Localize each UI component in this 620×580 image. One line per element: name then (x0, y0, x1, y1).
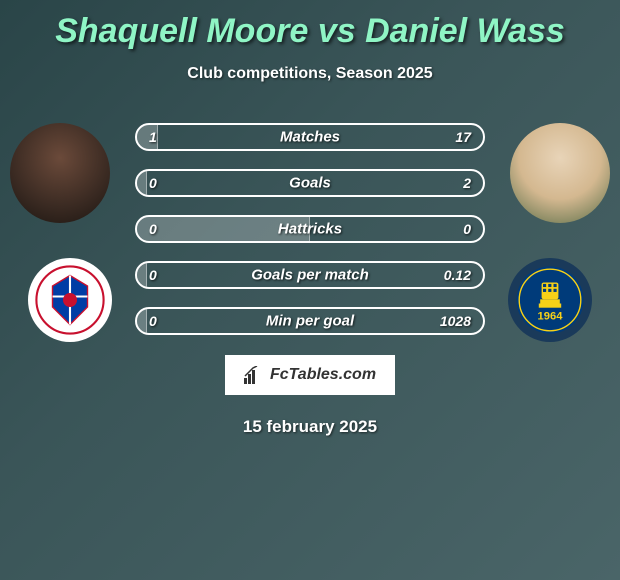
bar-fill-left (137, 171, 147, 195)
stat-label: Goals (289, 175, 331, 192)
stat-left-value: 0 (149, 221, 157, 237)
bar-fill-left (137, 263, 147, 287)
comparison-area: 1964 1 Matches 17 0 Goals 2 0 Hattricks 0 0 Goals … (0, 123, 620, 437)
stat-bar: 0 Goals 2 (135, 169, 485, 197)
page-title: Shaquell Moore vs Daniel Wass (0, 0, 620, 51)
stat-right-value: 17 (455, 129, 471, 145)
stat-label: Matches (280, 129, 340, 146)
logo-text: FcTables.com (270, 366, 376, 384)
stat-right-value: 0.12 (444, 267, 471, 283)
svg-text:1964: 1964 (538, 311, 564, 323)
stat-bar: 0 Hattricks 0 (135, 215, 485, 243)
bar-fill-left (137, 309, 147, 333)
stat-label: Goals per match (251, 267, 369, 284)
date-text: 15 february 2025 (0, 417, 620, 437)
stat-bars: 1 Matches 17 0 Goals 2 0 Hattricks 0 0 Goals per m… (135, 123, 485, 335)
stat-right-value: 1028 (440, 313, 471, 329)
player1-avatar (10, 123, 110, 223)
player1-name: Shaquell Moore (55, 12, 308, 50)
subtitle: Club competitions, Season 2025 (0, 65, 620, 83)
stat-bar: 0 Goals per match 0.12 (135, 261, 485, 289)
stat-left-value: 0 (149, 267, 157, 283)
stat-bar: 1 Matches 17 (135, 123, 485, 151)
player2-name: Daniel Wass (365, 12, 565, 50)
stat-label: Hattricks (278, 221, 342, 238)
stat-right-value: 2 (463, 175, 471, 191)
stat-left-value: 1 (149, 129, 157, 145)
stat-left-value: 0 (149, 175, 157, 191)
stat-right-value: 0 (463, 221, 471, 237)
player2-club-badge: 1964 (508, 258, 592, 342)
stat-left-value: 0 (149, 313, 157, 329)
fctables-logo: FcTables.com (225, 355, 395, 395)
player1-club-badge (28, 258, 112, 342)
stat-label: Min per goal (266, 313, 354, 330)
player2-avatar (510, 123, 610, 223)
stat-bar: 0 Min per goal 1028 (135, 307, 485, 335)
vs-text: vs (318, 12, 356, 50)
